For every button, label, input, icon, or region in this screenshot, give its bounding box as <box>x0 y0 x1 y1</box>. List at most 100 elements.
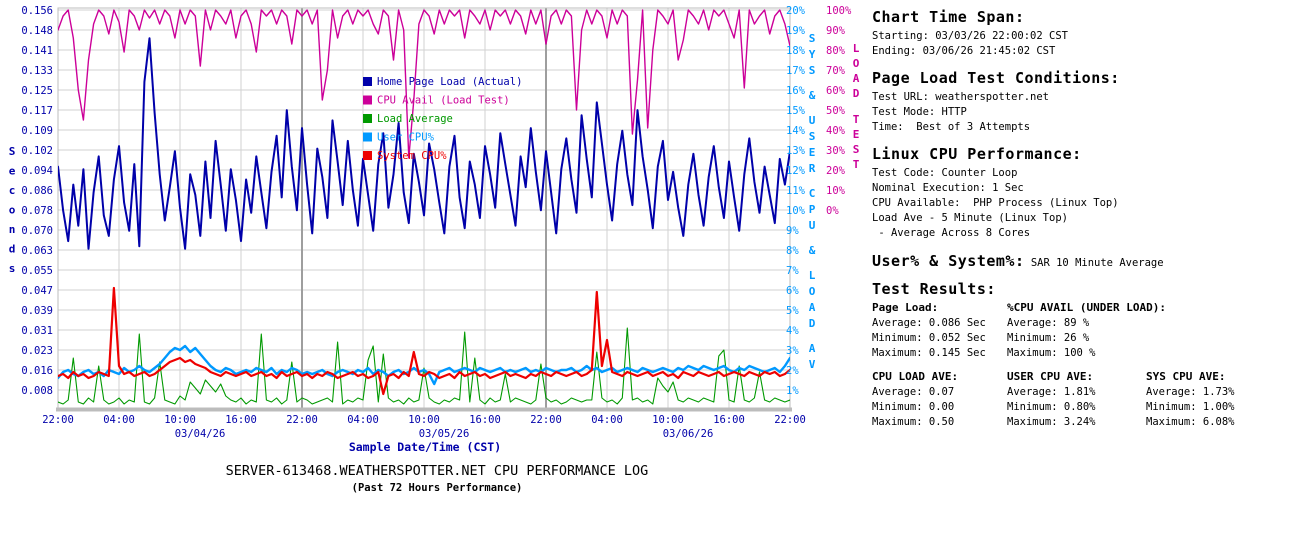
svg-text:2%: 2% <box>786 365 799 377</box>
svg-text:D: D <box>853 87 860 100</box>
svg-text:70%: 70% <box>826 65 846 77</box>
svg-text:16:00: 16:00 <box>469 414 501 426</box>
legend-label-home-page-load-actual: Home Page Load (Actual) <box>377 76 522 88</box>
results-row-2: CPU LOAD AVE: Average: 0.07 Minimum: 0.0… <box>872 370 1296 430</box>
svg-text:60%: 60% <box>826 85 846 97</box>
svg-text:10%: 10% <box>786 205 806 217</box>
svg-text:04:00: 04:00 <box>103 414 135 426</box>
svg-text:16:00: 16:00 <box>713 414 745 426</box>
x-axis-labels: 22:00 04:00 10:00 16:00 22:00 04:00 10:00 16:00… <box>42 414 806 454</box>
cpu-avail-average: Average: 89 % <box>1007 317 1090 329</box>
svg-text:S: S <box>809 64 816 77</box>
svg-text:0.063: 0.063 <box>21 245 53 257</box>
svg-text:0.055: 0.055 <box>21 265 53 277</box>
svg-text:9%: 9% <box>786 225 799 237</box>
svg-text:20%: 20% <box>826 165 846 177</box>
svg-text:1%: 1% <box>786 385 799 397</box>
test-time-method: Time: Best of 3 Attempts <box>872 121 1031 133</box>
user-cpu-ave-maximum: Maximum: 3.24% <box>1007 416 1096 428</box>
svg-text:03/06/26: 03/06/26 <box>663 428 714 440</box>
svg-text:O: O <box>853 57 860 70</box>
legend-swatch-system-cpu <box>363 151 372 160</box>
svg-text:22:00: 22:00 <box>42 414 74 426</box>
svg-text:4%: 4% <box>786 325 799 337</box>
svg-text:16%: 16% <box>786 85 806 97</box>
svg-text:0.102: 0.102 <box>21 145 53 157</box>
results-cpu-load-ave: CPU LOAD AVE: Average: 0.07 Minimum: 0.0… <box>872 370 1007 430</box>
grid <box>56 7 792 412</box>
svg-text:10:00: 10:00 <box>652 414 684 426</box>
svg-text:D: D <box>809 317 816 330</box>
right-inner-axis-labels: 20% 19% 18% 17% 16% 15% 14% 13% 12% 11% 10% 9% 8% 7% 6… <box>786 5 806 397</box>
nominal-execution: Nominal Execution: 1 Sec <box>872 182 1024 194</box>
svg-text:S: S <box>853 143 860 156</box>
page-load-title: Page Load: <box>872 301 939 314</box>
series-system-cpu <box>58 286 790 396</box>
chart-end-time: Ending: 03/06/26 21:45:02 CST <box>872 45 1056 57</box>
svg-text:O: O <box>809 285 816 298</box>
svg-text:03/05/26: 03/05/26 <box>419 428 470 440</box>
page-load-average: Average: 0.086 Sec <box>872 317 986 329</box>
svg-text:A: A <box>853 72 860 85</box>
svg-text:s: s <box>9 262 16 275</box>
svg-text:0.016: 0.016 <box>21 365 53 377</box>
svg-text:40%: 40% <box>826 125 846 137</box>
sys-cpu-ave-minimum: Minimum: 1.00% <box>1146 401 1235 413</box>
page-load-maximum: Maximum: 0.145 Sec <box>872 347 986 359</box>
svg-text:0.109: 0.109 <box>21 125 53 137</box>
section-header-test-results: Test Results: <box>872 280 996 298</box>
svg-text:10%: 10% <box>826 185 846 197</box>
performance-chart: 0.156 0.148 0.141 0.133 0.125 0.117 0.109 0.102… <box>9 5 860 494</box>
svg-text:04:00: 04:00 <box>347 414 379 426</box>
section-header-page-load-test-conditions: Page Load Test Conditions: <box>872 69 1120 87</box>
svg-text:0.148: 0.148 <box>21 25 53 37</box>
svg-text:0.125: 0.125 <box>21 85 53 97</box>
chart-subtitle: (Past 72 Hours Performance) <box>352 482 523 494</box>
series-group <box>58 9 790 405</box>
svg-text:e: e <box>9 165 16 178</box>
series-load-average <box>58 327 790 405</box>
svg-text:0.133: 0.133 <box>21 65 53 77</box>
series-cpu-avail-load-test <box>58 9 790 159</box>
legend-label-user-cpu: User CPU% <box>377 132 435 144</box>
svg-text:14%: 14% <box>786 125 806 137</box>
results-sys-cpu-ave: SYS CPU AVE: Average: 1.73% Minimum: 1.0… <box>1146 370 1296 430</box>
results-page-load: Page Load: Average: 0.086 Sec Minimum: 0… <box>872 301 1007 361</box>
svg-text:15%: 15% <box>786 105 806 117</box>
svg-text:S: S <box>9 145 16 158</box>
chart-start-time: Starting: 03/03/26 22:00:02 CST <box>872 30 1068 42</box>
cpu-load-ave-maximum: Maximum: 0.50 <box>872 416 955 428</box>
svg-text:30%: 30% <box>826 145 846 157</box>
cpu-load-ave-average: Average: 0.07 <box>872 386 955 398</box>
svg-text:0%: 0% <box>826 205 839 217</box>
svg-text:0.039: 0.039 <box>21 305 53 317</box>
section-header-chart-time-span: Chart Time Span: <box>872 8 1025 26</box>
svg-text:7%: 7% <box>786 265 799 277</box>
svg-text:0.008: 0.008 <box>21 385 53 397</box>
user-system-note-row: User% & System%: SAR 10 Minute Average <box>872 251 1296 270</box>
user-cpu-ave-title: USER CPU AVE: <box>1007 370 1094 383</box>
svg-text:E: E <box>853 128 860 141</box>
svg-text:80%: 80% <box>826 45 846 57</box>
left-axis-labels: 0.156 0.148 0.141 0.133 0.125 0.117 0.109 0.102… <box>21 5 53 397</box>
x-axis-title: Sample Date/Time (CST) <box>349 440 501 454</box>
svg-text:90%: 90% <box>826 25 846 37</box>
svg-text:V: V <box>809 358 816 371</box>
cpu-available-note: CPU Available: PHP Process (Linux Top) <box>872 197 1119 209</box>
chart-title: SERVER-613468.WEATHERSPOTTER.NET CPU PER… <box>226 463 649 479</box>
svg-text:0.078: 0.078 <box>21 205 53 217</box>
cpu-load-ave-title: CPU LOAD AVE: <box>872 370 959 383</box>
svg-text:6%: 6% <box>786 285 799 297</box>
svg-text:22:00: 22:00 <box>530 414 562 426</box>
section-header-linux-cpu-performance: Linux CPU Performance: <box>872 145 1082 163</box>
cores-note: - Average Across 8 Cores <box>872 227 1031 239</box>
svg-text:0.047: 0.047 <box>21 285 53 297</box>
legend-swatch-cpu-avail-load-test <box>363 95 372 105</box>
test-mode: Test Mode: HTTP <box>872 106 967 118</box>
sys-cpu-ave-title: SYS CPU AVE: <box>1146 370 1226 383</box>
load-ave-note: Load Ave - 5 Minute (Linux Top) <box>872 212 1068 224</box>
svg-text:16:00: 16:00 <box>225 414 257 426</box>
